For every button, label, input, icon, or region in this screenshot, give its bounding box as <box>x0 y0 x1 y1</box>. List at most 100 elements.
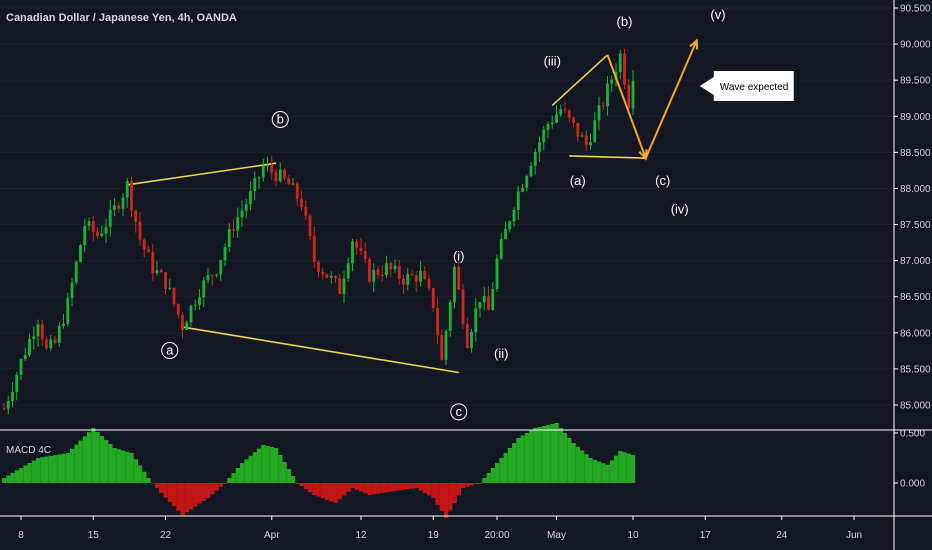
wave-label-circle <box>271 110 289 128</box>
macd-bar <box>235 468 240 483</box>
candle-body <box>19 359 23 375</box>
candle-body <box>117 205 121 209</box>
macd-bar <box>418 483 423 491</box>
macd-bar <box>146 478 151 483</box>
candle-body <box>181 314 184 330</box>
macd-bar <box>503 453 508 483</box>
candle-body <box>338 278 342 294</box>
macd-bar <box>350 483 355 488</box>
candle-body <box>567 110 571 118</box>
candle-body <box>244 204 248 211</box>
chart-title: Canadian Dollar / Japanese Yen, 4h, OAND… <box>6 12 237 24</box>
candle-body <box>261 165 265 178</box>
macd-bar <box>575 446 580 483</box>
macd-bar <box>23 465 28 483</box>
macd-bar <box>380 483 385 493</box>
time-tick-label: 22 <box>160 530 172 541</box>
candle-body <box>23 355 27 360</box>
candle-body <box>508 221 512 229</box>
candle-body <box>363 250 367 259</box>
macd-bar <box>210 483 215 495</box>
macd-bar <box>439 483 444 512</box>
candle-body <box>227 228 231 248</box>
macd-tick-label: 0.000 <box>900 479 925 490</box>
candle-body <box>215 274 218 276</box>
candle-body <box>321 272 325 275</box>
candle-body <box>470 332 473 348</box>
candle-body <box>147 249 150 252</box>
macd-bar <box>27 463 32 483</box>
macd-bar <box>172 483 177 507</box>
candle-body <box>304 207 308 216</box>
candle-body <box>618 53 622 72</box>
candle-body <box>627 84 631 109</box>
candle-body <box>538 142 541 152</box>
candle-body <box>529 165 533 177</box>
candle-body <box>70 282 74 298</box>
candle-body <box>427 278 431 289</box>
macd-bar <box>295 483 300 484</box>
candle-body <box>368 258 371 282</box>
macd-bar <box>618 451 623 483</box>
macd-bar <box>554 423 559 483</box>
macd-bar <box>125 451 130 483</box>
price-tick-label: 85.000 <box>900 401 931 412</box>
candle-body <box>572 117 575 124</box>
candle-body <box>623 53 626 85</box>
candle-body <box>593 120 597 142</box>
candle-body <box>431 288 435 309</box>
trendline <box>127 162 277 186</box>
macd-bar <box>333 483 338 503</box>
macd-bar <box>427 483 432 496</box>
macd-bar <box>167 483 172 502</box>
candle-body <box>601 105 605 107</box>
macd-bar <box>278 455 283 483</box>
macd-bar <box>87 432 92 483</box>
candle-body <box>236 217 240 231</box>
macd-bar <box>303 483 308 489</box>
candle-body <box>474 308 478 333</box>
candle-body <box>589 141 592 146</box>
macd-bar <box>410 483 415 489</box>
macd-bar <box>150 483 155 484</box>
macd-bar <box>44 456 49 483</box>
macd-bar <box>609 460 614 483</box>
candle-body <box>300 198 303 208</box>
macd-bar <box>61 453 66 483</box>
candle-body <box>414 275 418 282</box>
macd-bar <box>138 465 143 483</box>
candle-body <box>49 339 53 349</box>
candle-body <box>266 165 269 167</box>
candle-body <box>584 135 588 146</box>
macd-bar <box>626 453 631 483</box>
candle-body <box>546 124 550 130</box>
macd-bar <box>631 455 636 483</box>
macd-bar <box>244 459 249 483</box>
candle-body <box>32 336 36 340</box>
candle-body <box>202 280 206 298</box>
candle-body <box>79 245 82 262</box>
candle-body <box>232 228 235 231</box>
macd-bar <box>163 483 168 498</box>
candle-body <box>155 270 159 274</box>
macd-bar <box>469 483 474 486</box>
candle-body <box>57 326 61 343</box>
macd-bar <box>473 483 478 485</box>
macd-bar <box>588 458 593 483</box>
macd-bar <box>129 453 134 483</box>
candle-body <box>465 323 469 348</box>
macd-bar <box>516 438 521 483</box>
arrowhead-down <box>638 149 648 161</box>
price-tick-label: 88.000 <box>900 184 931 195</box>
macd-bar <box>155 483 160 488</box>
wave-label-circle <box>450 403 468 421</box>
macd-bar <box>584 454 589 483</box>
candle-body <box>448 302 452 332</box>
candle-body <box>389 263 393 270</box>
candle-body <box>380 275 384 277</box>
candle-body <box>253 178 257 192</box>
macd-bar <box>206 483 211 498</box>
wave-label: (iv) <box>671 202 689 217</box>
macd-bar <box>189 483 194 510</box>
macd-bar <box>116 449 121 483</box>
